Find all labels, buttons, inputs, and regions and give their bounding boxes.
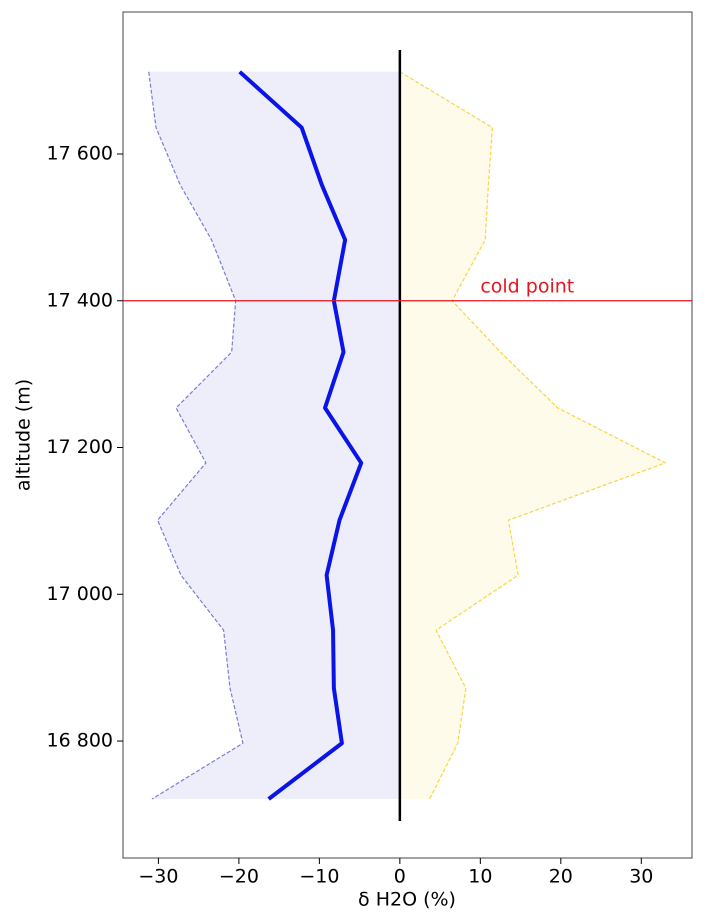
x-tick-label: 20 [549,866,573,888]
y-tick-label: 17 600 [47,142,113,164]
bound-line [148,71,244,800]
x-tick-label: 30 [629,866,653,888]
y-tick-label: 17 400 [47,289,113,311]
x-tick-label: −10 [299,866,339,888]
cold-point-label: cold point [480,275,574,297]
y-axis-label: altitude (m) [13,379,35,491]
bound-line [399,71,667,800]
band-fill [148,71,400,800]
y-tick-label: 16 800 [47,730,113,752]
x-tick-label: 10 [468,866,492,888]
mean-line [238,70,364,801]
y-tick-label: 17 000 [47,583,113,605]
band-fill [399,71,666,800]
plot-frame [122,11,693,859]
x-tick-label: 0 [394,866,406,888]
y-tick-label: 17 200 [47,436,113,458]
x-axis-label: δ H2O (%) [358,889,456,911]
x-tick-label: −30 [138,866,178,888]
x-tick-label: −20 [219,866,259,888]
